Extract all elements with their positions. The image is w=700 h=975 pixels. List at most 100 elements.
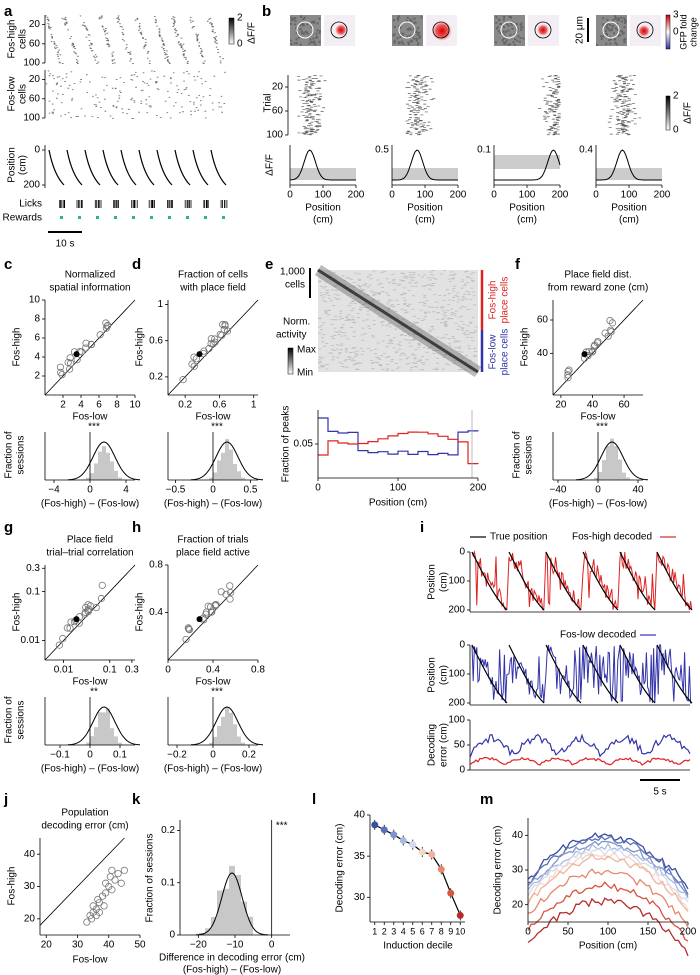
x-tick-label: 20 [555,400,567,411]
x-label: Fos-low [580,412,616,423]
scale-label: 20 μm [575,16,586,44]
hist-bar [102,446,106,480]
hist-bar [237,736,241,745]
panel-letter: k [132,791,141,808]
colorbar-label: GFP fold [678,14,688,49]
panel-title: decoding error (cm) [41,821,128,832]
y-label: Fraction of peaks [281,406,292,483]
panel-title: Fraction of cells [178,270,248,281]
y-tick-label: 200 [448,605,465,616]
session-point [92,911,100,920]
x-tick-label: −40 [550,485,567,496]
x-tick-label: 200 [654,190,671,201]
panel-letter: m [480,791,493,808]
x-tick-label: −4 [48,485,60,496]
x-tick-label: 0 [210,485,216,496]
x-tick-label: 200 [552,190,569,201]
true-position [471,644,693,704]
unity-line [167,299,259,396]
session-point [179,376,187,384]
x-tick-label: 100 [621,190,638,201]
x-label: (cm) [415,215,435,226]
y-tick-label: 40 [24,849,36,860]
y-tick-label: 0.1 [26,586,40,597]
panel-title: Fraction of trials [177,535,248,546]
hist-bar [594,477,598,480]
x-label: Position [407,203,443,214]
colorbar-label: change [688,17,698,47]
hist-bar [217,460,221,480]
cell-outline [398,21,416,39]
x-tick-label: 0 [287,190,293,201]
hist-bar [114,736,118,745]
cell-outline [500,21,518,39]
x-label: (Fos-high) – (Fos-low) [549,499,647,510]
session-point [78,348,86,356]
hist-bar [614,446,618,480]
session-point [102,889,110,897]
hist-bar [235,875,241,935]
x-tick-label: 10 [129,400,141,411]
session-point [564,371,572,379]
y-tick-label: 40 [512,830,524,841]
x-label: Fos-low [72,412,108,423]
hist-bar [223,888,229,935]
x-tick-label: 6 [96,400,102,411]
scale-label: 1,000 [280,267,305,278]
colorbar [665,95,671,131]
y-tick-label: 0.01 [21,635,41,646]
reward [60,216,63,219]
decile-point [428,851,436,859]
tuning-curve [392,149,458,181]
significance: *** [211,687,223,698]
y-label: Fos-high [135,593,146,632]
x-label: Position [305,203,341,214]
y-label: sessions [16,436,27,475]
significance: *** [211,422,223,433]
x-tick-label: 100 [315,190,332,201]
decile-point [371,821,379,829]
x-label: (cm) [619,215,639,226]
session-point [82,344,90,352]
reward [132,216,135,219]
gfp-blob [432,21,452,41]
cell-outline [432,21,450,39]
y-tick-label: 0.8 [149,560,163,571]
x-label: (Fos-high) – (Fos-low) [164,499,262,510]
y-tick-label: 2 [34,371,40,382]
x-tick-label: 40 [632,485,644,496]
session-point [606,316,614,325]
panel-letter: j [3,791,8,808]
y-label: ΔF/F [265,154,276,176]
y-label: Decoding error (cm) [493,826,504,915]
y-tick-label: 0.4 [579,145,593,156]
x-tick-label: 0.1 [103,665,117,676]
x-tick-label: 4 [401,926,406,936]
cell-outline [636,21,654,39]
session-point [120,866,128,874]
decile-error-curve [527,840,689,898]
y-tick-label: 0.1 [477,145,491,156]
hist-bar [106,708,110,745]
fos-high-error [469,756,691,766]
x-tick-label: 4 [123,485,129,496]
position-trace [48,149,227,186]
session-point [211,601,219,609]
y-tick-label: 1 [157,299,163,310]
x-tick-label: 0.1 [113,750,127,761]
y-label: sessions [524,436,535,475]
shuffle-band [290,168,356,180]
y-label: Fos-high [520,328,531,367]
group-label: place cells [500,277,511,324]
x-tick-label: 30 [72,940,84,951]
label: Licks [19,199,42,210]
x-tick-label: 6 [420,926,425,936]
x-tick-label: 10 [455,926,465,936]
x-label: Difference in decoding error (cm) [159,953,305,964]
fos-low-error [469,733,691,758]
session-point [190,353,198,361]
y-label: Position [7,147,18,183]
density-curve [67,706,141,746]
session-point [608,319,617,327]
y-tick-label: 100 [23,58,40,69]
